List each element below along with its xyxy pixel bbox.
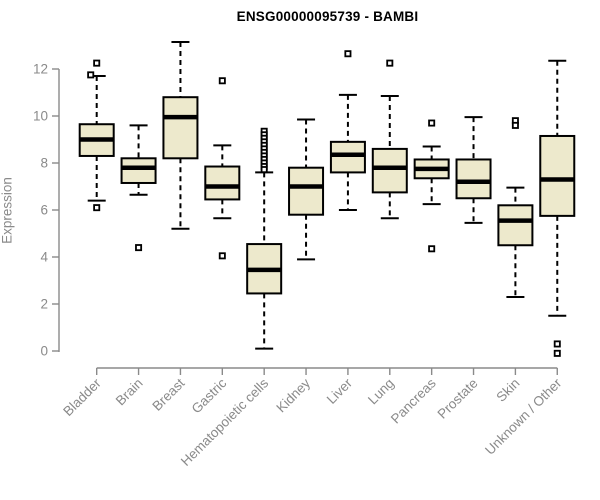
boxplot-skin <box>497 117 534 298</box>
outlier-point <box>218 77 226 85</box>
outlier-point <box>344 50 352 58</box>
x-tick-label: Gastric <box>189 375 230 416</box>
x-tick-label: Kidney <box>273 375 313 415</box>
boxplot-prostate <box>455 116 492 224</box>
x-tick-label: Unknown / Other <box>482 375 565 458</box>
boxplot-unknown-other <box>539 59 576 357</box>
x-tick-label: Pancreas <box>388 375 439 426</box>
outlier-point <box>553 340 561 348</box>
outlier-point <box>428 245 436 253</box>
boxplot-kidney <box>288 118 325 261</box>
boxplot-breast <box>162 40 199 230</box>
y-axis: 0 2 4 6 8 10 12 <box>33 62 60 359</box>
y-tick-label: 2 <box>40 297 48 312</box>
outlier-point <box>93 59 101 67</box>
outlier-point <box>553 349 561 357</box>
y-tick-label: 10 <box>33 109 48 124</box>
boxplot-pancreas <box>413 119 450 253</box>
y-tick-label: 4 <box>40 250 48 265</box>
boxplot-gastric <box>204 77 241 260</box>
outlier-point <box>135 244 143 252</box>
outlier-point <box>511 121 519 129</box>
x-tick-label: Lung <box>365 376 397 408</box>
outlier-point <box>386 59 394 67</box>
chart-title: ENSG00000095739 - BAMBI <box>236 9 419 24</box>
x-tick-label: Liver <box>324 375 356 407</box>
x-tick-label: Skin <box>493 376 522 405</box>
y-tick-label: 0 <box>40 344 48 359</box>
boxplot-bladder <box>78 59 115 212</box>
boxplot-brain <box>120 124 157 252</box>
x-tick-label: Breast <box>149 375 187 413</box>
y-tick-label: 8 <box>40 156 48 171</box>
outlier-point <box>87 71 95 79</box>
y-tick-label: 6 <box>40 203 48 218</box>
x-tick-label: Prostate <box>434 376 480 422</box>
boxplot-liver <box>329 50 366 211</box>
x-tick-label: Brain <box>113 376 146 409</box>
outlier-point <box>218 252 226 260</box>
outlier-point <box>260 166 268 174</box>
outlier-point <box>428 119 436 127</box>
x-tick-label: Bladder <box>60 375 104 419</box>
outlier-point <box>93 204 101 212</box>
y-tick-label: 12 <box>33 62 48 77</box>
boxplot-hematopoietic-cells <box>246 127 283 350</box>
boxplot-lung <box>371 59 408 220</box>
